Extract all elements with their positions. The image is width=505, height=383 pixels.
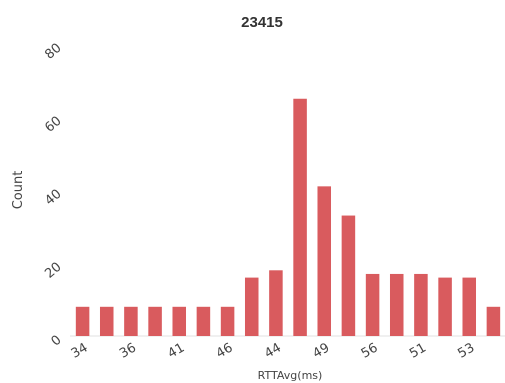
bars bbox=[75, 98, 501, 336]
y-tick-label: 40 bbox=[42, 187, 64, 209]
x-tick-label: 51 bbox=[407, 340, 429, 361]
y-tick-label: 20 bbox=[42, 260, 64, 282]
bar-42 bbox=[196, 306, 211, 336]
bar-35 bbox=[99, 306, 114, 336]
bar-46 bbox=[220, 306, 235, 336]
x-tick-label: 41 bbox=[165, 340, 187, 361]
bar-36 bbox=[124, 306, 138, 336]
y-axis-label: Count bbox=[11, 171, 26, 210]
bar-48 bbox=[389, 273, 404, 336]
bar-43 bbox=[244, 277, 259, 336]
y-tick-label: 80 bbox=[42, 41, 64, 63]
bar-49 bbox=[317, 186, 332, 336]
bar-52 bbox=[438, 277, 452, 336]
bar-51 bbox=[414, 273, 428, 336]
x-tick-label: 53 bbox=[455, 340, 477, 361]
bar-37 bbox=[148, 306, 162, 336]
x-axis-label: RTTAvg(ms) bbox=[258, 369, 323, 382]
bar-47 bbox=[341, 215, 356, 336]
bar-41 bbox=[172, 306, 187, 336]
bar-54 bbox=[486, 306, 501, 336]
y-tick-label: 60 bbox=[42, 114, 64, 136]
bar-45 bbox=[293, 98, 307, 336]
x-tick-label: 56 bbox=[359, 340, 381, 361]
x-tick-label: 36 bbox=[117, 340, 139, 361]
y-tick-label: 0 bbox=[49, 333, 65, 350]
x-tick-label: 46 bbox=[214, 340, 236, 361]
x-tick-label: 34 bbox=[69, 340, 91, 361]
x-tick-labels: 34 36 41 46 44 49 56 51 53 bbox=[69, 340, 477, 361]
bar-56 bbox=[365, 273, 380, 336]
y-tick-labels: 0 20 40 60 80 bbox=[42, 41, 64, 350]
bar-34 bbox=[75, 306, 90, 336]
x-tick-label: 49 bbox=[310, 340, 332, 361]
chart-title: 23415 bbox=[241, 14, 283, 31]
bar-53 bbox=[462, 277, 477, 336]
bar-44 bbox=[269, 270, 283, 336]
x-tick-label: 44 bbox=[262, 340, 284, 361]
